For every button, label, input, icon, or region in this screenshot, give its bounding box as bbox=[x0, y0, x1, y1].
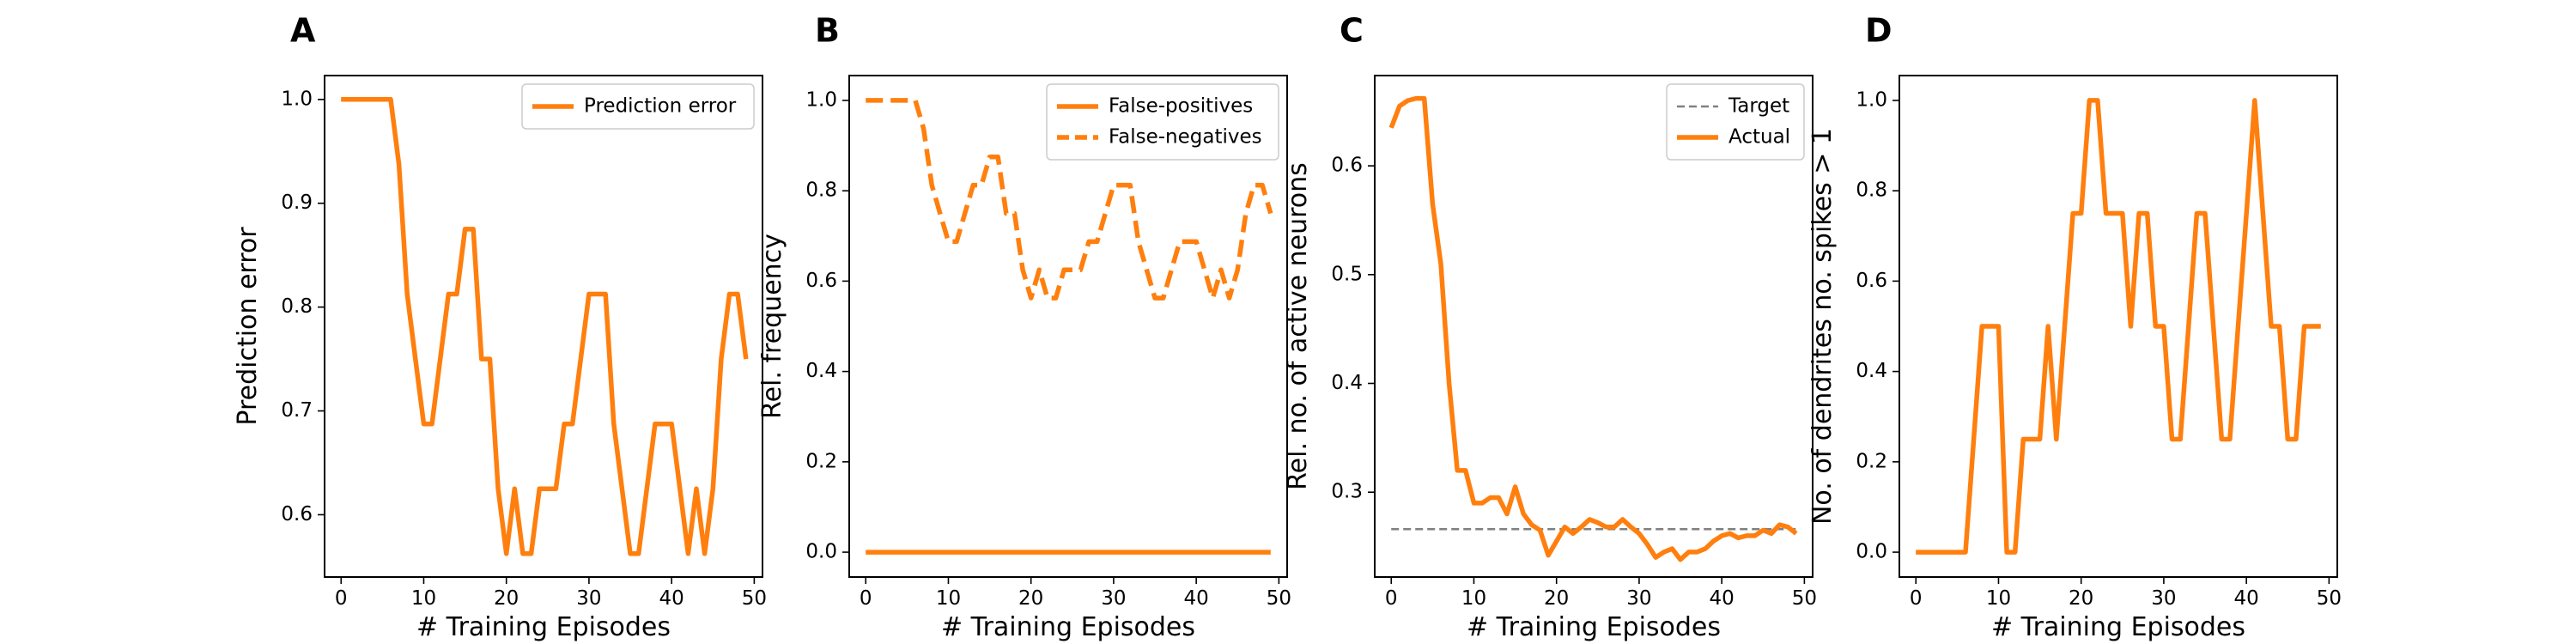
y-tick-label: 0.6 bbox=[1856, 270, 1887, 292]
y-tick-label: 0.5 bbox=[1331, 263, 1363, 285]
x-tick-label: 10 bbox=[1461, 587, 1486, 610]
x-tick-label: 40 bbox=[1710, 587, 1735, 610]
series-line-actual bbox=[1388, 95, 1798, 562]
y-axis-label: No. of dendrites no. spikes > 1 bbox=[1807, 128, 1838, 525]
legend-entry: Target bbox=[1728, 95, 1789, 118]
y-tick-label: 0.6 bbox=[281, 503, 313, 526]
legend-entry: False-positives bbox=[1109, 95, 1253, 118]
axes-frame bbox=[848, 75, 1288, 578]
x-tick-label: 40 bbox=[1184, 587, 1209, 610]
x-tick-label: 0 bbox=[860, 587, 872, 610]
y-tick-label: 0.6 bbox=[1331, 155, 1363, 177]
y-tick-label: 0.2 bbox=[1856, 450, 1887, 472]
y-axis-label: Prediction error bbox=[233, 227, 263, 426]
x-tick-label: 20 bbox=[494, 587, 519, 610]
y-axis-label: Rel. no. of active neurons bbox=[1283, 162, 1313, 490]
y-tick-label: 0.8 bbox=[1856, 179, 1887, 202]
x-tick-label: 40 bbox=[2234, 587, 2259, 610]
x-tick-label: 10 bbox=[411, 587, 436, 610]
y-tick-label: 1.0 bbox=[281, 88, 313, 110]
series-line-data bbox=[1916, 98, 2321, 555]
x-tick-label: 20 bbox=[1544, 587, 1569, 610]
axes-frame bbox=[1899, 75, 2338, 578]
y-tick-label: 0.4 bbox=[805, 360, 837, 382]
y-tick-label: 0.2 bbox=[805, 450, 837, 472]
x-tick-label: 0 bbox=[1910, 587, 1923, 610]
legend-box bbox=[1046, 83, 1279, 161]
legend-entry: False-negatives bbox=[1109, 126, 1262, 149]
x-tick-label: 50 bbox=[1792, 587, 1817, 610]
legend-box bbox=[521, 83, 755, 130]
x-tick-label: 30 bbox=[2151, 587, 2176, 610]
x-axis-label: # Training Episodes bbox=[1467, 612, 1721, 642]
series-line-false-negatives bbox=[866, 98, 1273, 301]
x-tick-label: 40 bbox=[659, 587, 684, 610]
y-tick-label: 0.4 bbox=[1856, 360, 1887, 382]
y-tick-label: 0.0 bbox=[805, 541, 837, 563]
panel-d: D 0 10 20 30 40 50 0.0 0.2 0.4 0.6 0.8 1.0 # Training… bbox=[1807, 12, 2342, 643]
legend-entry: Prediction error bbox=[584, 95, 737, 118]
y-tick-label: 0.0 bbox=[1856, 541, 1887, 563]
panel-b: B 0 10 20 30 40 50 0.0 0.2 0.4 0.6 0.8 1.0 # Training… bbox=[757, 12, 1291, 643]
series-line-prediction-error bbox=[341, 97, 749, 556]
x-tick-label: 10 bbox=[936, 587, 961, 610]
y-tick-label: 0.7 bbox=[281, 399, 313, 422]
y-axis-label: Rel. frequency bbox=[757, 234, 787, 419]
legend-entry: Actual bbox=[1728, 126, 1790, 149]
y-tick-label: 0.4 bbox=[1331, 372, 1363, 394]
x-axis-label: # Training Episodes bbox=[1991, 612, 2245, 642]
x-tick-label: 30 bbox=[1626, 587, 1651, 610]
axes-frame bbox=[324, 75, 763, 578]
panel-letter: B bbox=[815, 12, 840, 50]
x-tick-label: 20 bbox=[1018, 587, 1043, 610]
axes-frame bbox=[1374, 75, 1814, 578]
legend: Prediction error bbox=[521, 83, 755, 130]
y-tick-label: 0.6 bbox=[805, 270, 837, 292]
y-tick-label: 0.8 bbox=[805, 179, 837, 202]
x-tick-label: 10 bbox=[1986, 587, 2011, 610]
x-tick-label: 0 bbox=[335, 587, 348, 610]
panel-a: A 0 10 20 30 40 50 0.6 0.7 0.8 0.9 1.0 # Training Ep… bbox=[233, 12, 767, 643]
panel-letter: D bbox=[1865, 12, 1893, 50]
panel-letter: C bbox=[1340, 12, 1364, 50]
y-tick-label: 0.8 bbox=[281, 295, 313, 318]
x-tick-label: 50 bbox=[742, 587, 767, 610]
legend: Target Actual bbox=[1666, 83, 1805, 161]
x-tick-label: 50 bbox=[1267, 587, 1291, 610]
x-tick-label: 50 bbox=[2317, 587, 2342, 610]
x-tick-label: 30 bbox=[1101, 587, 1126, 610]
x-tick-label: 20 bbox=[2069, 587, 2093, 610]
panel-letter: A bbox=[290, 12, 316, 50]
y-tick-label: 1.0 bbox=[1856, 88, 1887, 111]
legend-box bbox=[1666, 83, 1805, 161]
legend: False-positives False-negatives bbox=[1046, 83, 1279, 161]
x-tick-label: 0 bbox=[1385, 587, 1398, 610]
x-tick-label: 30 bbox=[576, 587, 601, 610]
y-tick-label: 1.0 bbox=[805, 88, 837, 111]
x-axis-label: # Training Episodes bbox=[416, 612, 671, 642]
y-tick-label: 0.3 bbox=[1331, 481, 1363, 503]
panel-c: C 0 10 20 30 40 50 0.3 0.4 0.5 0.6 # Training Episo… bbox=[1283, 12, 1817, 643]
y-tick-label: 0.9 bbox=[281, 191, 313, 214]
x-axis-label: # Training Episodes bbox=[941, 612, 1195, 642]
